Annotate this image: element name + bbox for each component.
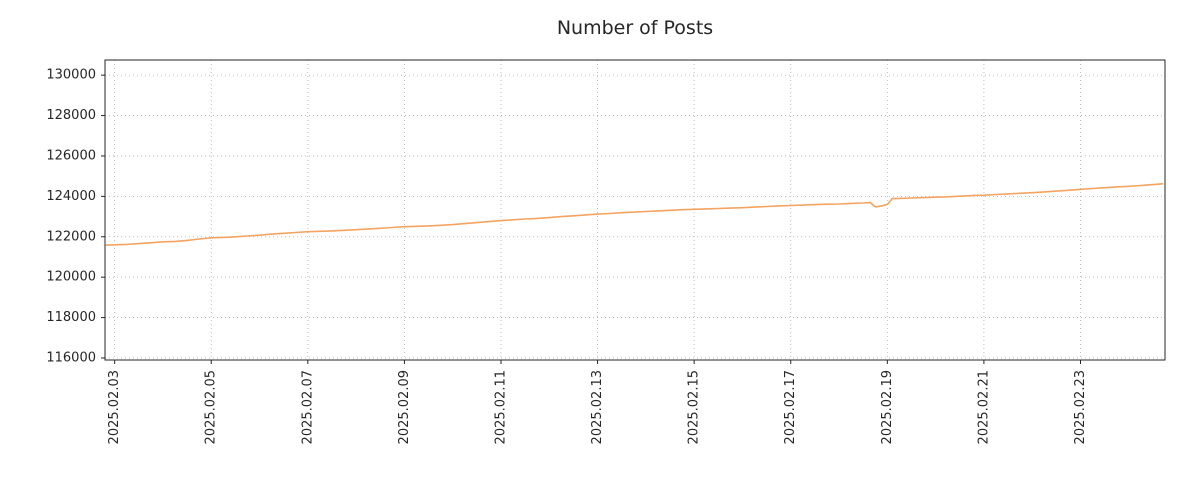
- y-tick-label: 120000: [46, 270, 96, 285]
- plot-frame: [104, 59, 1166, 361]
- chart-title: Number of Posts: [556, 17, 714, 39]
- x-tick-label: 2025.02.21: [976, 370, 991, 444]
- x-tick-label: 2025.02.17: [783, 370, 798, 444]
- x-tick-label: 2025.02.03: [107, 370, 122, 444]
- y-tick-label: 130000: [46, 68, 96, 83]
- x-tick-label: 2025.02.23: [1073, 370, 1088, 444]
- x-tick-label: 2025.02.19: [880, 370, 895, 444]
- y-tick-label: 118000: [46, 310, 96, 325]
- data-line-number-of-posts: [105, 183, 1164, 246]
- x-tick-label: 2025.02.15: [687, 370, 702, 444]
- x-tick-label: 2025.02.11: [493, 370, 508, 444]
- x-tick-label: 2025.02.09: [397, 370, 412, 444]
- y-tick-label: 122000: [46, 229, 96, 244]
- x-tick-label: 2025.02.07: [300, 370, 315, 444]
- x-tick-label: 2025.02.13: [590, 370, 605, 444]
- y-tick-label: 126000: [46, 148, 96, 163]
- y-tick-label: 116000: [46, 350, 96, 365]
- y-tick-label: 124000: [46, 189, 96, 204]
- x-tick-label: 2025.02.05: [204, 370, 219, 444]
- y-tick-label: 128000: [46, 108, 96, 123]
